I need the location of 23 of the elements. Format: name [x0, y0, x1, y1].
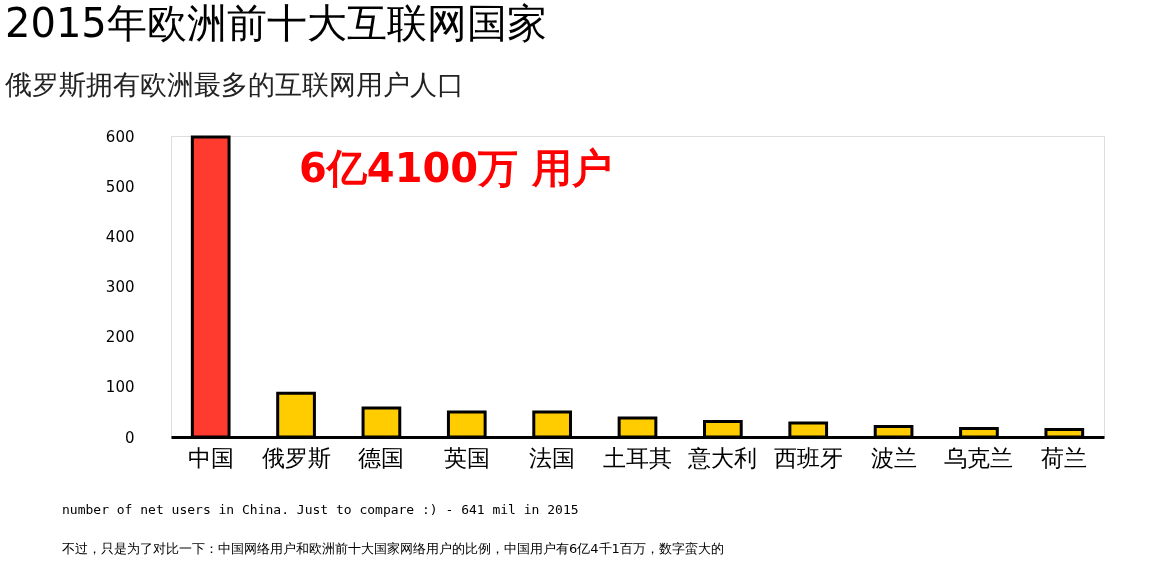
x-tick-label: 法国	[529, 444, 576, 471]
y-tick-label: 300	[105, 278, 135, 296]
chart-title: 2015年欧洲前十大互联网国家	[5, 0, 547, 46]
x-tick-label: 乌克兰	[944, 444, 1014, 471]
x-tick-label: 意大利	[687, 444, 758, 471]
y-tick-label: 600	[105, 127, 135, 146]
x-tick-label: 中国	[187, 444, 234, 471]
y-tick-label: 100	[105, 378, 135, 397]
x-tick-label: 英国	[443, 444, 490, 471]
x-tick-label: 西班牙	[773, 444, 843, 471]
y-tick-label: 400	[105, 227, 135, 246]
annotation: 6亿4100万 用户	[299, 145, 613, 191]
x-tick-label: 荷兰	[1041, 444, 1088, 471]
x-tick-label: 波兰	[870, 444, 917, 471]
text: 不过，只是为了对比一下：中国网络用户和欧洲前十大国家网络用户的比例，中国用户有6亿4千1百万，数字蛮大的	[62, 541, 724, 556]
x-tick-label: 俄罗斯	[261, 444, 331, 471]
x-tick-label: 土耳其	[603, 444, 672, 471]
y-tick-label: 200	[105, 328, 135, 347]
x-tick-label: 德国	[358, 444, 405, 471]
y-tick-label: 0	[124, 428, 135, 447]
text: number of net users in China. Just to compare :) - 641 mil in 2015	[62, 502, 579, 517]
chart-subtitle: 俄罗斯拥有欧洲最多的互联网用户人口	[5, 69, 464, 100]
y-tick-label: 500	[105, 177, 135, 196]
